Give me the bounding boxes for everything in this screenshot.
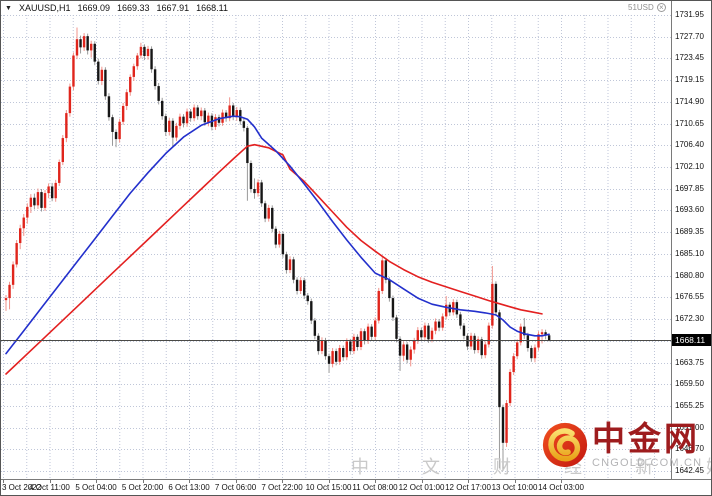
time-axis-label: 6 Oct 13:00	[168, 483, 210, 492]
price-axis-label: 1680.80	[675, 270, 704, 280]
price-axis-label: 1651.00	[675, 422, 704, 432]
time-axis-tick	[142, 480, 144, 483]
price-axis-label: 1685.10	[675, 248, 704, 258]
price-axis-label: 1706.40	[675, 140, 704, 150]
time-axis-label: 7 Oct 06:00	[214, 483, 257, 492]
price-axis-label: 1697.85	[675, 183, 704, 193]
cngold-logo-icon	[542, 422, 588, 468]
time-axis-tick	[189, 480, 190, 483]
price-axis-label: 1702.10	[675, 162, 704, 172]
overlay-badge: 51USD ×	[628, 3, 666, 12]
price-axis-label: 1655.25	[675, 400, 704, 410]
time-axis-tick	[96, 480, 97, 483]
price-axis-label: 1642.45	[675, 466, 704, 476]
time-axis-label: 4 Oct 11:00	[29, 483, 70, 492]
time-axis-tick	[514, 480, 516, 483]
price-axis-label: 1731.95	[675, 10, 704, 19]
time-axis-label: 3 Oct 2022	[2, 483, 42, 492]
watermark-text: 中 文 财 经 新 媒 体	[351, 457, 711, 477]
time-axis-label: 7 Oct 22:00	[261, 483, 303, 492]
time-axis-label: 11 Oct 08:00	[352, 483, 398, 492]
time-axis-label: 5 Oct 20:00	[121, 483, 164, 492]
chart-header: ▼ XAUUSD,H1 1669.09 1669.33 1667.91 1668…	[5, 3, 228, 13]
time-axis-label: 12 Oct 01:00	[398, 483, 445, 492]
time-axis-label: 5 Oct 04:00	[75, 483, 117, 492]
time-axis-tick	[282, 480, 283, 483]
ohlc-low: 1667.91	[156, 3, 190, 13]
symbol-dropdown-icon[interactable]: ▼	[5, 4, 12, 12]
brand-name: 中金网	[592, 420, 700, 457]
time-axis[interactable]: 3 Oct 2022 4 Oct 11:00 5 Oct 04:00 5 Oct 20…	[1, 479, 711, 495]
time-axis-tick	[49, 480, 51, 483]
price-axis[interactable]: 1731.95 1727.70 1723.45 1719.15 1714.90 1710.…	[671, 1, 711, 479]
price-axis-label: 1689.35	[675, 227, 704, 237]
price-axis-label: 1693.60	[675, 205, 704, 215]
symbol-timeframe-label: XAUUSD,H1	[18, 3, 71, 13]
brand-domain: CNGOLD.COM.CN	[592, 457, 703, 469]
overlay-badge-label: 51USD	[628, 3, 654, 12]
price-axis-label: 1714.90	[675, 96, 704, 106]
time-axis-label: 14 Oct 03:00	[538, 483, 584, 492]
ohlc-open: 1669.09	[77, 3, 110, 13]
price-axis-label: 1672.30	[675, 313, 704, 323]
time-axis-tick	[375, 480, 376, 483]
candlestick-chart-canvas[interactable]	[1, 15, 671, 479]
ohlc-high: 1669.33	[117, 3, 150, 13]
time-axis-tick	[561, 480, 562, 483]
bid-price-tag: 1668.11	[672, 334, 711, 347]
time-axis-tick	[328, 480, 330, 483]
time-axis-label: 12 Oct 17:00	[445, 483, 491, 492]
price-axis-label: 1646.70	[675, 444, 704, 454]
price-axis-label: 1723.45	[675, 53, 704, 63]
time-axis-label: 10 Oct 15:00	[305, 483, 352, 492]
price-axis-label: 1719.15	[675, 75, 704, 85]
time-axis-tick	[468, 480, 469, 483]
price-axis-label: 1676.55	[675, 292, 704, 302]
time-axis-label: 13 Oct 10:00	[491, 483, 538, 492]
cngold-logo: 中金网 CNGOLD.COM.CN	[542, 422, 702, 469]
price-axis-label: 1663.75	[675, 357, 704, 367]
price-axis-label: 1727.70	[675, 31, 704, 41]
time-axis-tick	[3, 480, 4, 483]
ohlc-close: 1668.11	[196, 3, 228, 13]
time-axis-tick	[235, 480, 237, 483]
time-axis-tick	[421, 480, 423, 483]
price-axis-label: 1710.65	[675, 118, 704, 128]
price-axis-label: 1659.50	[675, 379, 704, 389]
close-icon[interactable]: ×	[656, 3, 666, 12]
